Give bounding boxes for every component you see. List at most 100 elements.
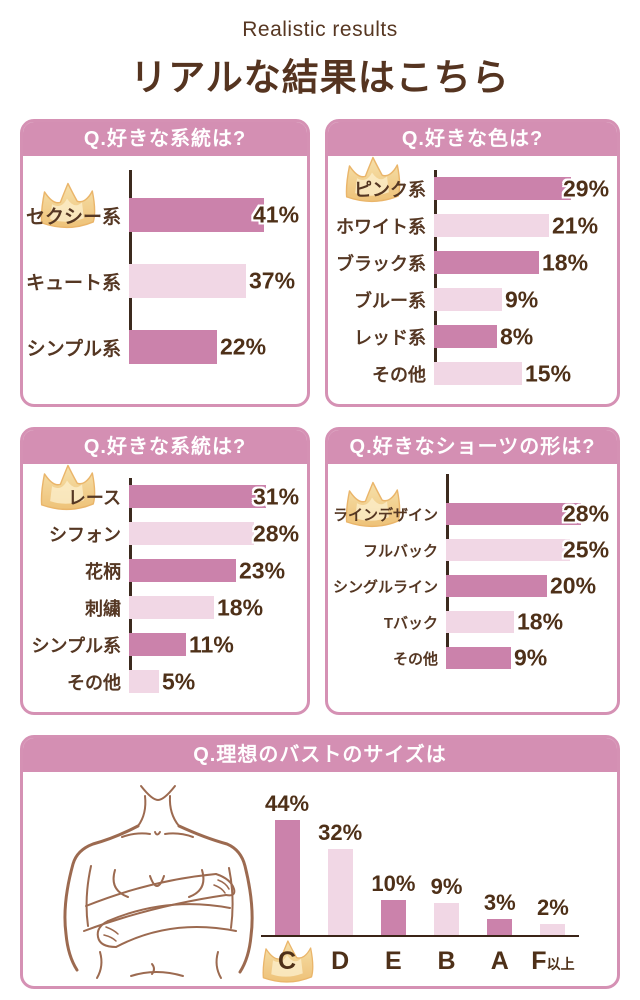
bar-row: その他 5% (23, 663, 307, 700)
bar (446, 647, 511, 669)
percent-label: 28% (563, 500, 610, 527)
category-label: シフォン (49, 524, 121, 545)
panel-row-3: Q.理想のバストのサイズは (20, 735, 620, 989)
percent-label: 32% (318, 820, 363, 845)
percent-label: 28% (253, 520, 300, 546)
bar-row: 花柄 23% (23, 552, 307, 589)
bar-track: 41% (129, 198, 307, 232)
percent-label: 22% (220, 333, 267, 360)
percent-label: 9% (514, 644, 548, 671)
bar-column: 2% (531, 895, 575, 935)
bar-chart: セクシー系 41% キュート系 37% シンプル系 22% (23, 156, 307, 380)
bar-row: セクシー系 41% (23, 182, 307, 248)
bar (446, 503, 581, 525)
category-label: ラインデザイン (328, 481, 446, 528)
bar-row: Tバック 18% (328, 604, 617, 640)
bar-chart: ピンク系 29% ホワイト系 21% ブラック系 18% ブルー系 9% レッド系 8% その他 15… (328, 156, 617, 392)
percent-label: 37% (249, 267, 296, 294)
crown-icon (40, 464, 96, 510)
category-label: ホワイト系 (336, 216, 426, 237)
bar (434, 214, 549, 237)
bar-row: ブルー系 9% (328, 281, 617, 318)
bar-row: 刺繍 18% (23, 589, 307, 626)
bar-row: シンプル系 22% (23, 314, 307, 380)
panel-ideal-bust-size: Q.理想のバストのサイズは (20, 735, 620, 989)
category-label: 刺繍 (85, 598, 121, 619)
percent-label: 10% (371, 871, 416, 896)
bar (540, 924, 566, 935)
crown-icon (345, 156, 401, 202)
bar-track: 22% (129, 330, 307, 364)
bar-row: ホワイト系 21% (328, 207, 617, 244)
bar (446, 575, 547, 597)
page-header: Realistic results リアルな結果はこちら (0, 0, 640, 101)
bar (487, 919, 513, 935)
percent-label: 15% (525, 360, 572, 386)
bar-row: シンプル系 11% (23, 626, 307, 663)
bar (129, 596, 214, 619)
bust-size-axis-labels: C D E B A F以上 (261, 940, 579, 983)
panel-favorite-style: Q.好きな系統は? セクシー系 41% キュート系 37% シンプル系 22% (20, 119, 310, 407)
bar-column: 10% (371, 871, 415, 935)
subtitle-english: Realistic results (242, 18, 398, 41)
percent-label: 25% (563, 536, 610, 563)
bar-track: 23% (129, 557, 307, 583)
category-label: レッド系 (354, 327, 426, 348)
bar-track: 29% (434, 175, 617, 201)
bar-track: 37% (129, 264, 307, 298)
percent-label: 3% (483, 890, 516, 915)
bar-column: 3% (478, 890, 522, 935)
size-label: B (437, 947, 456, 975)
bar-track: 9% (434, 286, 617, 312)
bar-row: レッド系 8% (328, 318, 617, 355)
category-label: シングルライン (332, 578, 438, 596)
bar-chart: ラインデザイン 28% フルバック 25% シングルライン 20% Tバック 18% その他 9% (328, 464, 617, 676)
percent-label: 41% (253, 201, 300, 228)
percent-label: 8% (500, 323, 534, 349)
crown-icon (262, 940, 314, 983)
category-label: その他 (372, 364, 426, 385)
percent-label: 11% (189, 631, 234, 657)
size-label: D (331, 947, 350, 975)
bar-row: その他 15% (328, 355, 617, 392)
bar-track: 15% (434, 360, 617, 386)
category-label: レース (23, 464, 129, 510)
percent-label: 23% (239, 557, 286, 583)
panel-row-2: Q.好きな系統は? レース 31% シフォン 28% 花柄 23% 刺繍 18% シンプル系 11… (20, 427, 620, 715)
percent-label: 18% (217, 594, 264, 620)
category-label: シンプル系 (31, 635, 121, 656)
bar-row: シングルライン 20% (328, 568, 617, 604)
panel-shorts-shape: Q.好きなショーツの形は? ラインデザイン 28% フルバック 25% シングルライン 2… (325, 427, 620, 715)
bar-row: ラインデザイン 28% (328, 481, 617, 532)
bar-track: 20% (446, 572, 617, 599)
size-label: F以上 (531, 947, 575, 975)
bar (129, 264, 246, 298)
panel-favorite-material: Q.好きな系統は? レース 31% シフォン 28% 花柄 23% 刺繍 18% シンプル系 11… (20, 427, 310, 715)
percent-label: 29% (563, 175, 610, 201)
bar-track: 21% (434, 212, 617, 238)
bar-row: ピンク系 29% (328, 156, 617, 207)
panel-title: Q.好きな系統は? (23, 122, 307, 156)
bar-row: シフォン 28% (23, 515, 307, 552)
bar (274, 820, 300, 935)
bar-track: 28% (446, 500, 617, 527)
bar-track: 18% (446, 609, 617, 635)
bar (129, 633, 186, 656)
bar (434, 288, 502, 311)
category-label: 花柄 (85, 561, 121, 582)
bar-track: 25% (446, 536, 617, 563)
crown-icon (40, 182, 96, 229)
percent-label: 20% (550, 572, 597, 599)
category-label: シンプル系 (26, 338, 121, 360)
size-label: C (262, 940, 314, 983)
bar-row: キュート系 37% (23, 248, 307, 314)
percent-label: 31% (253, 483, 300, 509)
percent-label: 9% (505, 286, 539, 312)
torso-line-art-illustration (63, 785, 254, 979)
panel-title: Q.理想のバストのサイズは (23, 738, 617, 772)
panel-title: Q.好きな色は? (328, 122, 617, 156)
bar (434, 325, 497, 348)
category-label: ピンク系 (328, 156, 434, 202)
category-label: ブルー系 (354, 290, 426, 311)
bar-row: その他 9% (328, 640, 617, 676)
